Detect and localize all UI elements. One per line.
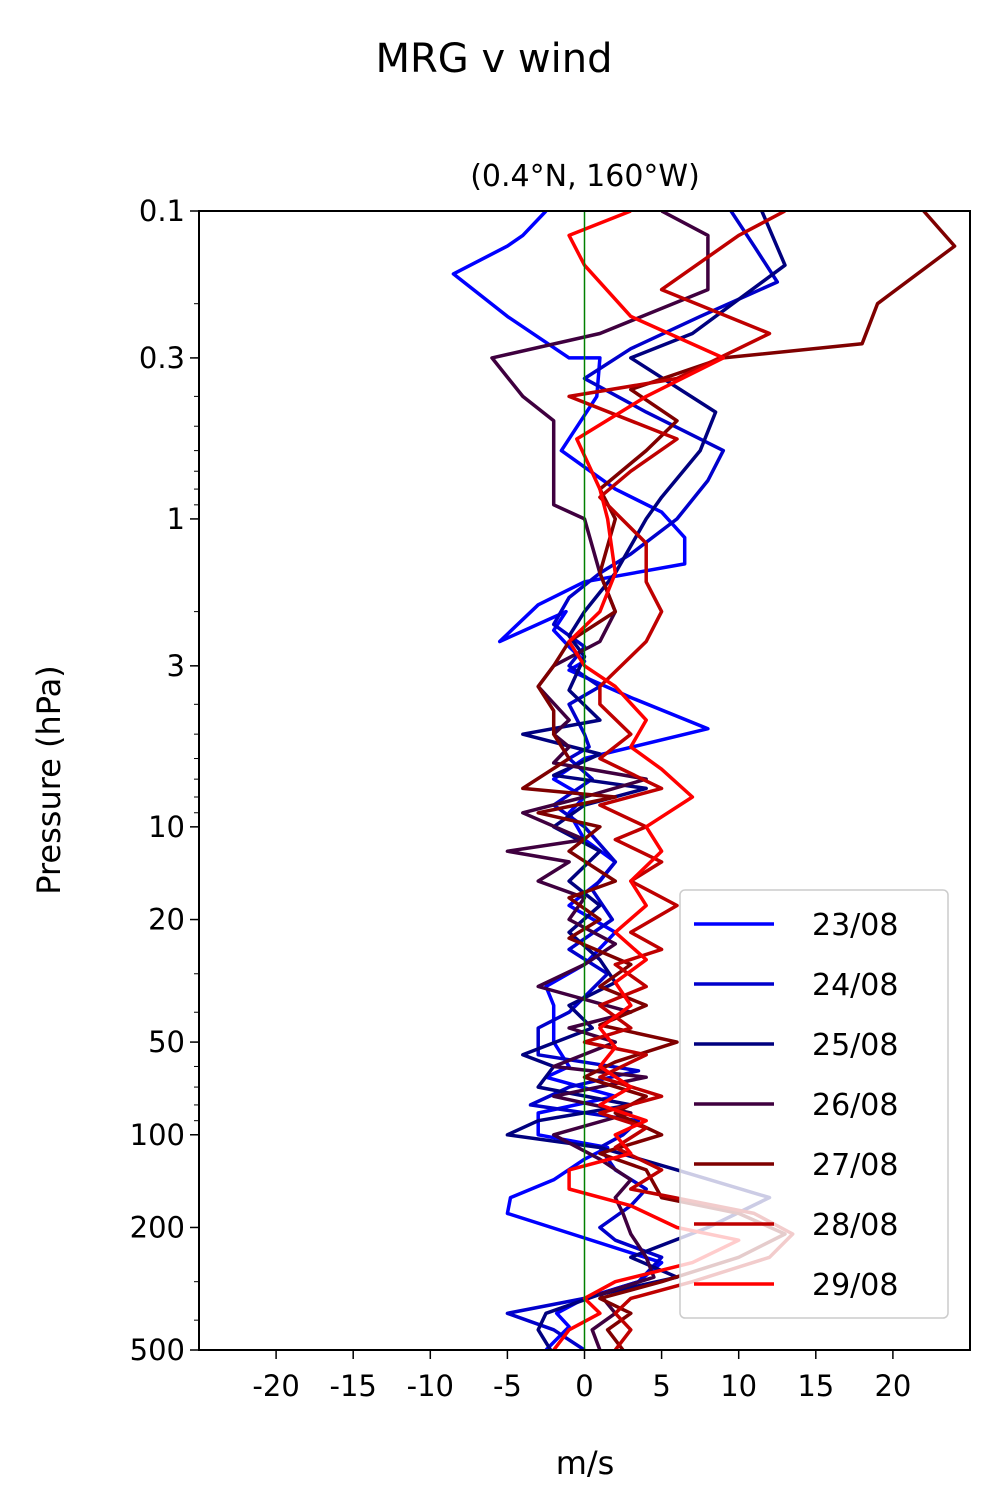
x-axis-label: m/s bbox=[556, 1444, 615, 1482]
series-line-28/08 bbox=[567, 211, 795, 1350]
legend-label: 23/08 bbox=[812, 908, 898, 943]
x-tick-label: 0 bbox=[575, 1369, 593, 1403]
legend-label: 25/08 bbox=[812, 1028, 898, 1063]
y-axis-label: Pressure (hPa) bbox=[30, 665, 68, 895]
y-tick-label: 200 bbox=[130, 1210, 185, 1244]
legend-label: 24/08 bbox=[812, 968, 898, 1003]
legend-label: 29/08 bbox=[812, 1268, 898, 1303]
legend-box bbox=[679, 889, 949, 1319]
legend-label: 26/08 bbox=[812, 1088, 898, 1123]
y-tick-label: 1 bbox=[167, 502, 185, 536]
chart-title: (0.4°N, 160°W) bbox=[470, 159, 700, 194]
y-tick-label: 0.1 bbox=[139, 194, 185, 228]
series-line-27/08 bbox=[521, 211, 957, 1350]
x-tick-label: -10 bbox=[407, 1369, 454, 1403]
y-tick-label: 50 bbox=[148, 1025, 185, 1059]
legend-label: 27/08 bbox=[812, 1148, 898, 1183]
y-tick-label: 500 bbox=[130, 1333, 185, 1367]
legend-label: 28/08 bbox=[812, 1208, 898, 1243]
x-tick-label: -15 bbox=[330, 1369, 377, 1403]
x-tick-label: -20 bbox=[252, 1369, 299, 1403]
x-tick-label: -5 bbox=[493, 1369, 522, 1403]
x-tick-label: 15 bbox=[797, 1369, 834, 1403]
y-tick-label: 3 bbox=[167, 649, 185, 683]
tick-layer: -20 -15 -10 -5 0 5 10 15 20 0.1 0.3 1 3 10 20 50 100 200 5… bbox=[130, 194, 912, 1403]
y-tick-label: 100 bbox=[130, 1118, 185, 1152]
legend: 23/08 24/08 25/08 26/08 27/08 28/08 29/08 bbox=[679, 889, 949, 1319]
series-line-26/08 bbox=[490, 211, 710, 1350]
y-tick-label: 10 bbox=[148, 810, 185, 844]
series-line-29/08 bbox=[552, 211, 741, 1350]
y-tick-label: 20 bbox=[148, 903, 185, 937]
x-tick-label: 20 bbox=[874, 1369, 911, 1403]
figure-title: MRG v wind bbox=[376, 36, 613, 82]
x-tick-label: 5 bbox=[652, 1369, 670, 1403]
y-tick-label: 0.3 bbox=[139, 341, 185, 375]
x-tick-label: 10 bbox=[720, 1369, 757, 1403]
